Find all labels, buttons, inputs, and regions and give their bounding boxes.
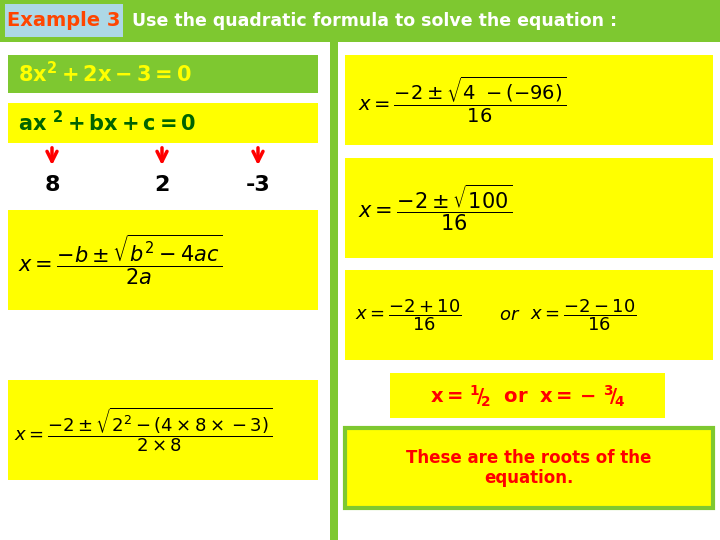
Bar: [8, 380, 318, 480]
Text: $\mathbf{x = \,^1\!/\!_2\ \ or\ \ x = -\,^3\!/\!_4}$: $\mathbf{x = \,^1\!/\!_2\ \ or\ \ x = -\…: [430, 383, 624, 409]
Bar: [345, 270, 713, 360]
Text: $or$: $or$: [500, 306, 521, 324]
Text: Example 3: Example 3: [7, 11, 121, 30]
Text: $x = \dfrac{-2-10}{16}$: $x = \dfrac{-2-10}{16}$: [530, 297, 636, 333]
Text: $x = \dfrac{-2 \pm \sqrt{2^2-(4\times8\times-3)}}{2\times8}$: $x = \dfrac{-2 \pm \sqrt{2^2-(4\times8\t…: [14, 406, 273, 454]
Text: -3: -3: [246, 175, 271, 195]
Text: 2: 2: [154, 175, 170, 195]
Bar: [8, 210, 318, 310]
Bar: [345, 428, 713, 508]
Text: 8: 8: [44, 175, 60, 195]
Bar: [390, 373, 665, 418]
Text: $x = \dfrac{-2+10}{16}$: $x = \dfrac{-2+10}{16}$: [355, 297, 462, 333]
Bar: [345, 55, 713, 145]
Bar: [8, 55, 318, 93]
Text: These are the roots of the
equation.: These are the roots of the equation.: [406, 449, 652, 488]
Bar: [345, 428, 713, 508]
Bar: [8, 103, 318, 143]
Text: $\mathbf{ax\ ^2 + bx + c= 0}$: $\mathbf{ax\ ^2 + bx + c= 0}$: [18, 110, 197, 136]
Bar: [330, 42, 338, 540]
Text: $x = \dfrac{-b \pm \sqrt{b^2 - 4ac}}{2a}$: $x = \dfrac{-b \pm \sqrt{b^2 - 4ac}}{2a}…: [18, 233, 222, 287]
Text: $x = \dfrac{-2 \pm \sqrt{4\ -(-96)}}{16}$: $x = \dfrac{-2 \pm \sqrt{4\ -(-96)}}{16}…: [358, 75, 567, 125]
Text: Use the quadratic formula to solve the equation :: Use the quadratic formula to solve the e…: [132, 12, 617, 30]
Text: $x = \dfrac{-2 \pm \sqrt{100}}{16}$: $x = \dfrac{-2 \pm \sqrt{100}}{16}$: [358, 183, 513, 233]
Bar: [345, 158, 713, 258]
Bar: [0, 0, 720, 42]
Text: $\mathbf{8x^2 + 2x - 3= 0}$: $\mathbf{8x^2 + 2x - 3= 0}$: [18, 62, 192, 86]
Bar: [5, 4, 123, 37]
